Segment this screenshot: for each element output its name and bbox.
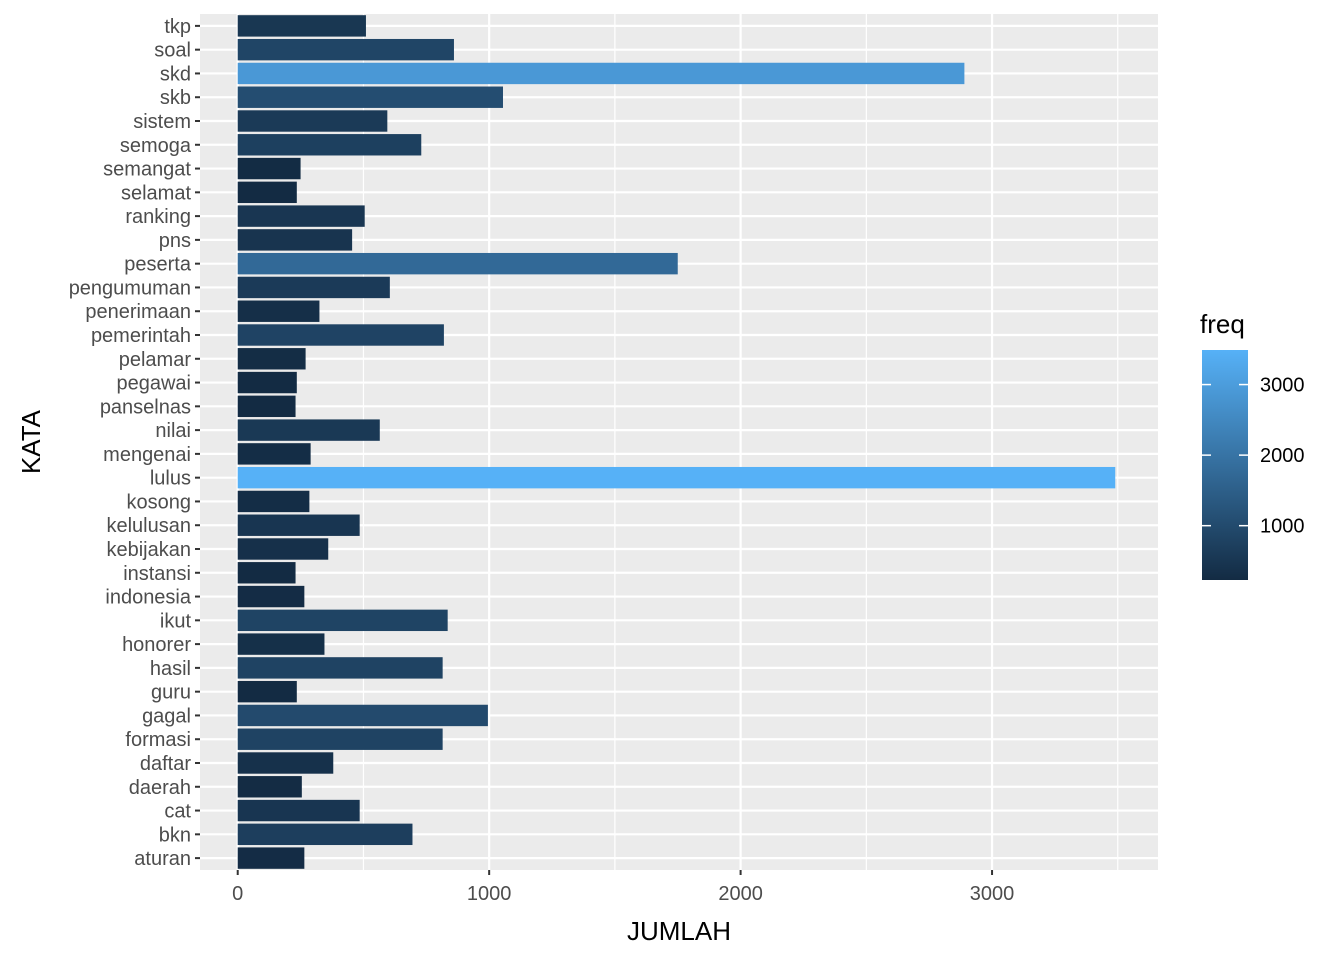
y-tick-label-tkp: tkp (164, 16, 191, 38)
bar-bkn (237, 823, 413, 846)
y-tick-label-formasi: formasi (125, 729, 191, 751)
bar-semangat (237, 157, 301, 180)
bar-panselnas (237, 395, 296, 418)
bar-nilai (237, 419, 380, 441)
bar-daerah (237, 776, 302, 798)
y-tick-label-pemerintah: pemerintah (91, 325, 191, 347)
y-tick-label-semangat: semangat (103, 159, 191, 181)
x-axis-ticks: 0 1000 2000 3000 (232, 870, 1014, 905)
bar-tkp (237, 15, 366, 37)
y-tick-label-honorer: honorer (122, 634, 191, 656)
y-tick-label-semoga: semoga (120, 135, 192, 157)
x-axis-title: JUMLAH (627, 916, 731, 946)
bar-sistem (237, 110, 388, 132)
bar-selamat (237, 181, 297, 204)
x-tick-label: 1000 (467, 883, 512, 905)
y-tick-label-pengumuman: pengumuman (69, 277, 191, 299)
bar-indonesia (237, 585, 305, 608)
bar-skb (237, 86, 503, 108)
x-tick-label: 3000 (970, 883, 1015, 905)
bar-pns (237, 229, 353, 251)
legend-title: freq (1200, 309, 1245, 339)
y-tick-label-hasil: hasil (150, 658, 191, 680)
y-tick-label-bkn: bkn (159, 824, 191, 846)
x-tick-label: 0 (232, 883, 243, 905)
bar-hasil (237, 657, 443, 679)
bar-semoga (237, 134, 422, 156)
y-tick-label-daerah: daerah (129, 777, 191, 799)
bar-skd (237, 62, 965, 85)
bar-pemerintah (237, 324, 444, 346)
y-tick-label-kebijakan: kebijakan (106, 539, 191, 561)
y-tick-label-pelamar: pelamar (119, 349, 192, 371)
bar-pelamar (237, 348, 306, 370)
legend: freq 1000 2000 3000 (1200, 309, 1305, 580)
y-tick-label-skd: skd (160, 63, 191, 85)
legend-tick-label: 3000 (1260, 375, 1305, 397)
y-tick-label-daftar: daftar (140, 753, 191, 775)
bar-gagal (237, 704, 488, 727)
y-tick-label-panselnas: panselnas (100, 396, 191, 418)
y-tick-label-ranking: ranking (125, 206, 191, 228)
y-tick-label-ikut: ikut (160, 610, 192, 632)
y-tick-label-mengenai: mengenai (103, 444, 191, 466)
bar-ikut (237, 609, 448, 632)
y-tick-label-selamat: selamat (121, 182, 191, 204)
bar-lulus (237, 466, 1116, 489)
bar-mengenai (237, 443, 311, 465)
y-tick-label-penerimaan: penerimaan (85, 301, 191, 323)
bar-soal (237, 38, 454, 61)
y-tick-label-skb: skb (160, 87, 191, 109)
bar-guru (237, 680, 297, 703)
y-tick-label-soal: soal (154, 40, 191, 62)
bar-ranking (237, 205, 365, 227)
y-tick-label-gagal: gagal (142, 705, 191, 727)
x-tick-label: 2000 (718, 883, 763, 905)
y-tick-label-nilai: nilai (155, 420, 191, 442)
bar-daftar (237, 752, 334, 774)
bar-peserta (237, 252, 678, 275)
legend-colorbar (1202, 350, 1248, 580)
y-tick-label-pegawai: pegawai (116, 373, 191, 395)
bar-kosong (237, 490, 310, 513)
y-tick-label-peserta: peserta (124, 254, 192, 276)
y-tick-label-pns: pns (159, 230, 191, 252)
y-tick-label-indonesia: indonesia (105, 587, 192, 609)
y-tick-label-sistem: sistem (133, 111, 191, 133)
grid-minor (362, 14, 1119, 870)
bar-kelulusan (237, 514, 360, 536)
y-tick-label-kelulusan: kelulusan (106, 515, 191, 537)
y-tick-label-aturan: aturan (134, 848, 191, 870)
bar-pegawai (237, 371, 297, 394)
plot-panel (200, 14, 1158, 870)
legend-tick-label: 1000 (1260, 516, 1305, 538)
bar-pengumuman (237, 276, 390, 299)
legend-tick-label: 2000 (1260, 445, 1305, 467)
bar-formasi (237, 728, 443, 750)
bar-instansi (237, 562, 296, 584)
bar-kebijakan (237, 538, 329, 560)
bar-honorer (237, 633, 325, 655)
bars (237, 15, 1116, 869)
y-tick-label-kosong: kosong (127, 491, 192, 513)
bar-cat (237, 799, 360, 822)
y-tick-label-cat: cat (164, 801, 191, 823)
bar-penerimaan (237, 300, 320, 322)
legend-ticks: 1000 2000 3000 (1202, 375, 1305, 538)
y-tick-label-guru: guru (151, 682, 191, 704)
y-axis-ticks: tkpsoalskdskbsistemsemogasemangatselamat… (69, 16, 200, 870)
y-axis-title: KATA (16, 409, 46, 474)
y-tick-label-instansi: instansi (123, 563, 191, 585)
bar-aturan (237, 847, 305, 869)
y-tick-label-lulus: lulus (150, 468, 191, 490)
